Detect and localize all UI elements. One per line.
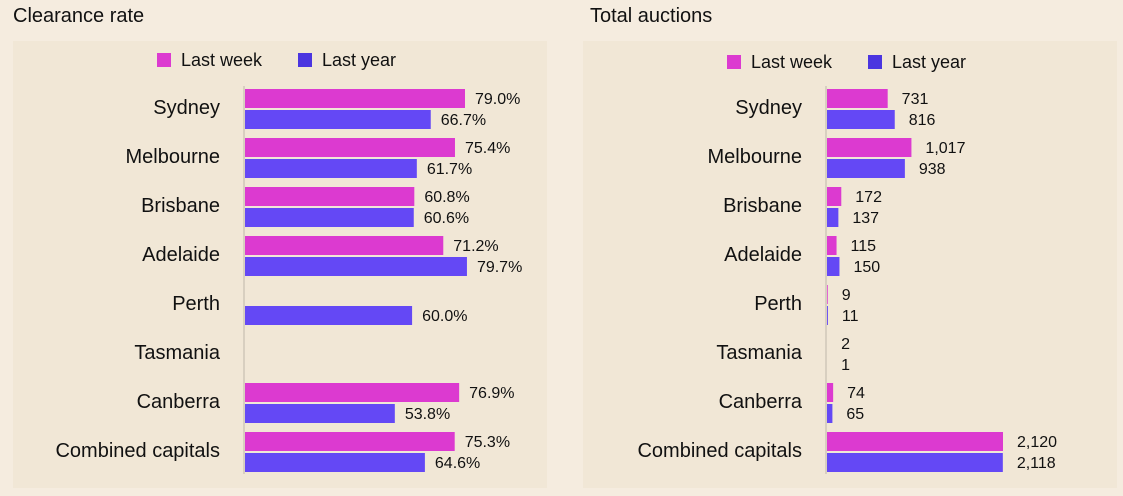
legend-label-last-week: Last week — [751, 52, 833, 72]
bar-last-year — [827, 453, 1003, 472]
category-label: Brisbane — [723, 195, 802, 217]
data-label-last-year: 64.6% — [435, 455, 480, 472]
data-label-last-year: 65 — [846, 406, 864, 423]
bar-last-year — [245, 404, 395, 423]
legend-label-last-year: Last year — [322, 50, 396, 70]
legend-swatch-last-week — [727, 55, 741, 69]
data-label-last-year: 150 — [853, 259, 880, 276]
data-label-last-week: 2 — [841, 336, 850, 353]
data-label-last-week: 9 — [842, 287, 851, 304]
data-label-last-week: 79.0% — [475, 91, 520, 108]
data-label-last-year: 61.7% — [427, 161, 472, 178]
legend-swatch-last-week — [157, 53, 171, 67]
bar-last-week — [827, 383, 834, 402]
data-label-last-week: 71.2% — [453, 238, 498, 255]
legend-label-last-year: Last year — [892, 52, 966, 72]
category-label: Combined capitals — [55, 440, 220, 462]
legend-swatch-last-year — [298, 53, 312, 67]
bar-last-week — [827, 285, 828, 304]
category-label: Adelaide — [724, 244, 802, 266]
bar-last-week — [245, 187, 415, 206]
category-label: Perth — [754, 293, 802, 315]
legend-swatch-last-year — [868, 55, 882, 69]
bar-last-week — [827, 89, 888, 108]
category-label: Brisbane — [141, 195, 220, 217]
bar-last-week — [245, 432, 455, 451]
data-label-last-year: 66.7% — [441, 112, 486, 129]
bar-last-year — [245, 257, 467, 276]
category-label: Tasmania — [134, 342, 220, 364]
data-label-last-year: 53.8% — [405, 406, 450, 423]
data-label-last-week: 76.9% — [469, 385, 514, 402]
category-label: Melbourne — [125, 146, 220, 168]
data-label-last-year: 60.0% — [422, 308, 467, 325]
category-label: Sydney — [153, 97, 220, 119]
bar-last-week — [827, 187, 842, 206]
data-label-last-week: 1,017 — [925, 140, 965, 157]
bar-last-year — [827, 110, 895, 129]
category-label: Combined capitals — [637, 440, 802, 462]
bar-last-year — [827, 404, 833, 423]
bar-last-year — [827, 306, 828, 325]
data-label-last-year: 938 — [919, 161, 946, 178]
category-label: Canberra — [719, 391, 803, 413]
bar-last-year — [245, 453, 425, 472]
bar-last-week — [827, 236, 837, 255]
total-auctions-title: Total auctions — [590, 5, 713, 27]
bar-last-year — [827, 159, 905, 178]
data-label-last-week: 75.3% — [465, 434, 510, 451]
data-label-last-year: 79.7% — [477, 259, 522, 276]
data-label-last-week: 74 — [847, 385, 865, 402]
bar-last-year — [245, 159, 417, 178]
category-label: Adelaide — [142, 244, 220, 266]
category-label: Melbourne — [707, 146, 802, 168]
data-label-last-week: 172 — [855, 189, 882, 206]
data-label-last-year: 60.6% — [424, 210, 469, 227]
data-label-last-year: 11 — [842, 308, 859, 325]
category-label: Perth — [172, 293, 220, 315]
bar-last-week — [245, 89, 465, 108]
data-label-last-week: 2,120 — [1017, 434, 1057, 451]
data-label-last-week: 60.8% — [424, 189, 469, 206]
data-label-last-year: 2,118 — [1017, 455, 1056, 472]
data-label-last-week: 115 — [851, 238, 877, 255]
clearance-rate-title: Clearance rate — [13, 5, 145, 27]
data-label-last-year: 816 — [909, 112, 936, 129]
category-label: Tasmania — [716, 342, 802, 364]
bar-last-year — [827, 208, 839, 227]
bar-last-week — [245, 236, 444, 255]
bar-last-year — [245, 306, 413, 325]
bar-last-week — [245, 138, 455, 157]
bar-last-year — [245, 110, 431, 129]
legend-label-last-week: Last week — [181, 50, 263, 70]
category-label: Canberra — [137, 391, 221, 413]
bar-last-week — [827, 432, 1003, 451]
bar-last-week — [827, 138, 912, 157]
bar-last-year — [827, 257, 840, 276]
category-label: Sydney — [735, 97, 802, 119]
data-label-last-year: 1 — [841, 357, 850, 374]
data-label-last-week: 75.4% — [465, 140, 510, 157]
data-label-last-year: 137 — [852, 210, 879, 227]
bar-last-year — [245, 208, 414, 227]
bar-last-week — [245, 383, 460, 402]
data-label-last-week: 731 — [902, 91, 929, 108]
